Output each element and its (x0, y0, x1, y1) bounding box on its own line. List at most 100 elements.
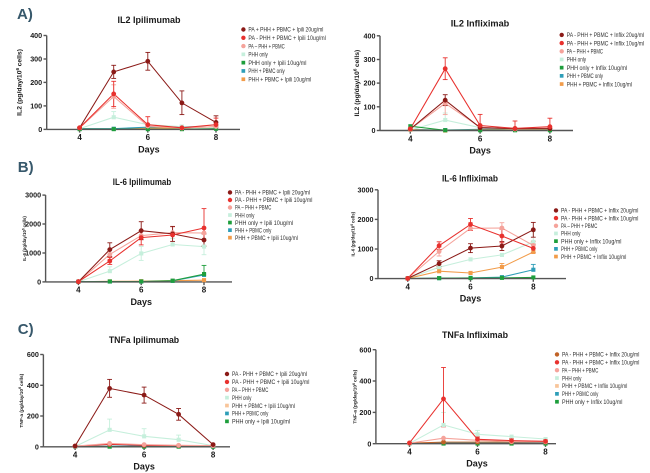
svg-text:6: 6 (468, 282, 473, 291)
svg-text:Days: Days (466, 459, 488, 469)
svg-text:PA - PHH + PBMC + Ipili 10ug/: PA - PHH + PBMC + Ipili 10ug/ml (235, 197, 312, 204)
svg-text:TNFa Infliximab: TNFa Infliximab (442, 330, 508, 341)
svg-text:6: 6 (139, 286, 144, 295)
svg-text:8: 8 (543, 448, 548, 457)
svg-text:PA + PHH + PBMC + Ipili 20ug/m: PA + PHH + PBMC + Ipili 20ug/ml (248, 27, 323, 34)
svg-text:200: 200 (27, 412, 39, 421)
svg-text:PHH only + Inflix 10ug/ml: PHH only + Inflix 10ug/ml (567, 65, 628, 72)
svg-text:0: 0 (37, 278, 41, 287)
svg-text:PHH only: PHH only (567, 57, 587, 64)
svg-text:PA - PHH + PBMC + Inflix 20ug/: PA - PHH + PBMC + Inflix 20ug/ml (562, 352, 639, 359)
svg-text:Days: Days (130, 297, 152, 307)
svg-text:PA - PHH + PBMC + Inflix 20ug/: PA - PHH + PBMC + Inflix 20ug/ml (561, 208, 638, 215)
svg-text:PA - PHH + PBMC + Ipili 10ug/: PA - PHH + PBMC + Ipili 10ug/ml (232, 379, 309, 386)
svg-text:1000: 1000 (25, 249, 41, 258)
svg-text:IL-6 Infliximab: IL-6 Infliximab (442, 174, 498, 185)
svg-text:PA – PHH + PBMC: PA – PHH + PBMC (562, 367, 599, 374)
svg-text:Days: Days (138, 144, 160, 154)
svg-text:PHH only + Ipili 10ug/ml: PHH only + Ipili 10ug/ml (235, 220, 293, 227)
svg-text:PHH only: PHH only (248, 52, 268, 59)
svg-text:Days: Days (133, 462, 155, 472)
svg-text:8: 8 (214, 133, 219, 142)
svg-text:PHH + PBMC + Inflix 10ug/ml: PHH + PBMC + Inflix 10ug/ml (561, 254, 626, 261)
svg-text:4: 4 (408, 134, 413, 143)
svg-text:0: 0 (372, 126, 376, 135)
svg-text:PHH only: PHH only (562, 375, 582, 382)
svg-text:0: 0 (38, 125, 42, 134)
svg-text:6: 6 (478, 134, 483, 143)
svg-text:8: 8 (211, 451, 216, 460)
svg-text:400: 400 (30, 31, 42, 40)
svg-text:PA – PHH + PBMC: PA – PHH + PBMC (248, 43, 285, 50)
svg-text:PA – PHH + PBMC: PA – PHH + PBMC (567, 49, 604, 56)
svg-text:IL-6 Ipilimumab: IL-6 Ipilimumab (113, 177, 172, 188)
svg-text:PHH only + Ipili 10ug/ml: PHH only + Ipili 10ug/ml (248, 60, 306, 67)
svg-text:600: 600 (359, 345, 371, 354)
svg-text:IL2 (pg/day/106 cells): IL2 (pg/day/106 cells) (15, 49, 23, 116)
svg-text:PHH + PBMC + Inflix 10ug/ml: PHH + PBMC + Inflix 10ug/ml (567, 81, 632, 88)
svg-text:IL-6 (pg/day/106 cells): IL-6 (pg/day/106 cells) (22, 216, 28, 261)
svg-text:PA – PHH + PBMC: PA – PHH + PBMC (235, 205, 272, 212)
svg-text:2000: 2000 (358, 215, 374, 224)
svg-text:PA - PHH + PBMC + Inflix 20ug/: PA - PHH + PBMC + Inflix 20ug/ml (567, 32, 644, 39)
svg-text:200: 200 (364, 79, 376, 88)
svg-text:PHH only + Ipili 10ug/ml: PHH only + Ipili 10ug/ml (232, 419, 290, 426)
svg-text:PA – PHH + PBMC: PA – PHH + PBMC (232, 387, 269, 394)
svg-text:PA - PHH + PBMC + Ipili 10ug/: PA - PHH + PBMC + Ipili 10ug/ml (248, 35, 325, 42)
svg-text:TNF-a (pg/day/106 cells): TNF-a (pg/day/106 cells) (352, 369, 359, 423)
svg-text:6: 6 (475, 448, 480, 457)
svg-text:100: 100 (364, 102, 376, 111)
svg-text:4: 4 (407, 448, 412, 457)
svg-text:PHH + PBMC + Ipili 10ug/ml: PHH + PBMC + Ipili 10ug/ml (235, 235, 298, 242)
svg-text:PHH only + Inflix 10ug/ml: PHH only + Inflix 10ug/ml (562, 399, 623, 406)
svg-text:PA - PHH + PBMC + Inflix 10ug/: PA - PHH + PBMC + Inflix 10ug/ml (562, 360, 639, 367)
svg-text:A): A) (17, 6, 33, 23)
svg-text:600: 600 (27, 350, 39, 359)
svg-text:PHH only: PHH only (561, 231, 581, 238)
svg-text:PA – PHH + PBMC: PA – PHH + PBMC (561, 223, 598, 230)
svg-text:0: 0 (35, 442, 39, 451)
svg-text:3000: 3000 (25, 191, 41, 200)
svg-text:PHH only + Inflix 10ug/ml: PHH only + Inflix 10ug/ml (561, 238, 622, 245)
svg-text:8: 8 (531, 282, 536, 291)
svg-text:4: 4 (405, 282, 410, 291)
svg-text:PHH + PBMC only: PHH + PBMC only (567, 73, 604, 80)
svg-text:400: 400 (27, 381, 39, 390)
svg-text:TNFa Ipilimumab: TNFa Ipilimumab (109, 335, 179, 346)
svg-text:8: 8 (202, 286, 207, 295)
svg-text:PA - PHH + PBMC + Inflix 10ug/: PA - PHH + PBMC + Inflix 10ug/ml (567, 40, 644, 47)
svg-text:PHH + PBMC + Ipili 10ug/ml: PHH + PBMC + Ipili 10ug/ml (232, 403, 295, 410)
svg-text:IL2 (pg/day/106 cells): IL2 (pg/day/106 cells) (353, 50, 361, 117)
svg-text:400: 400 (364, 31, 376, 40)
svg-text:TNF-a (pg/day/106 cells): TNF-a (pg/day/106 cells) (18, 373, 25, 427)
svg-text:PHH + PBMC only: PHH + PBMC only (561, 246, 598, 253)
svg-text:PHH + PBMC only: PHH + PBMC only (562, 391, 599, 398)
svg-text:PHH only: PHH only (232, 395, 252, 402)
svg-text:PHH only: PHH only (235, 212, 255, 219)
svg-text:3000: 3000 (358, 185, 374, 194)
svg-text:300: 300 (30, 55, 42, 64)
svg-text:4: 4 (76, 286, 81, 295)
svg-text:6: 6 (146, 133, 151, 142)
svg-text:IL2 Ipilimumab: IL2 Ipilimumab (118, 15, 181, 26)
svg-text:400: 400 (359, 377, 371, 386)
svg-text:PHH + PBMC only: PHH + PBMC only (235, 227, 272, 234)
svg-text:B): B) (18, 159, 34, 176)
svg-text:8: 8 (548, 134, 553, 143)
svg-text:0: 0 (370, 274, 374, 283)
svg-text:4: 4 (73, 451, 78, 460)
svg-text:Days: Days (469, 145, 491, 155)
svg-text:6: 6 (142, 451, 147, 460)
svg-text:IL2 Infliximab: IL2 Infliximab (451, 19, 510, 30)
svg-text:200: 200 (359, 408, 371, 417)
svg-text:PHH + PBMC only: PHH + PBMC only (232, 411, 269, 418)
svg-text:100: 100 (30, 102, 42, 111)
svg-text:2000: 2000 (25, 220, 41, 229)
svg-text:Days: Days (460, 294, 482, 304)
svg-text:PA - PHH + PBMC + Ipili 20ug/m: PA - PHH + PBMC + Ipili 20ug/ml (232, 371, 307, 378)
svg-text:300: 300 (364, 55, 376, 64)
svg-text:0: 0 (367, 439, 371, 448)
svg-text:4: 4 (77, 133, 82, 142)
svg-text:200: 200 (30, 78, 42, 87)
svg-text:1000: 1000 (358, 245, 374, 254)
